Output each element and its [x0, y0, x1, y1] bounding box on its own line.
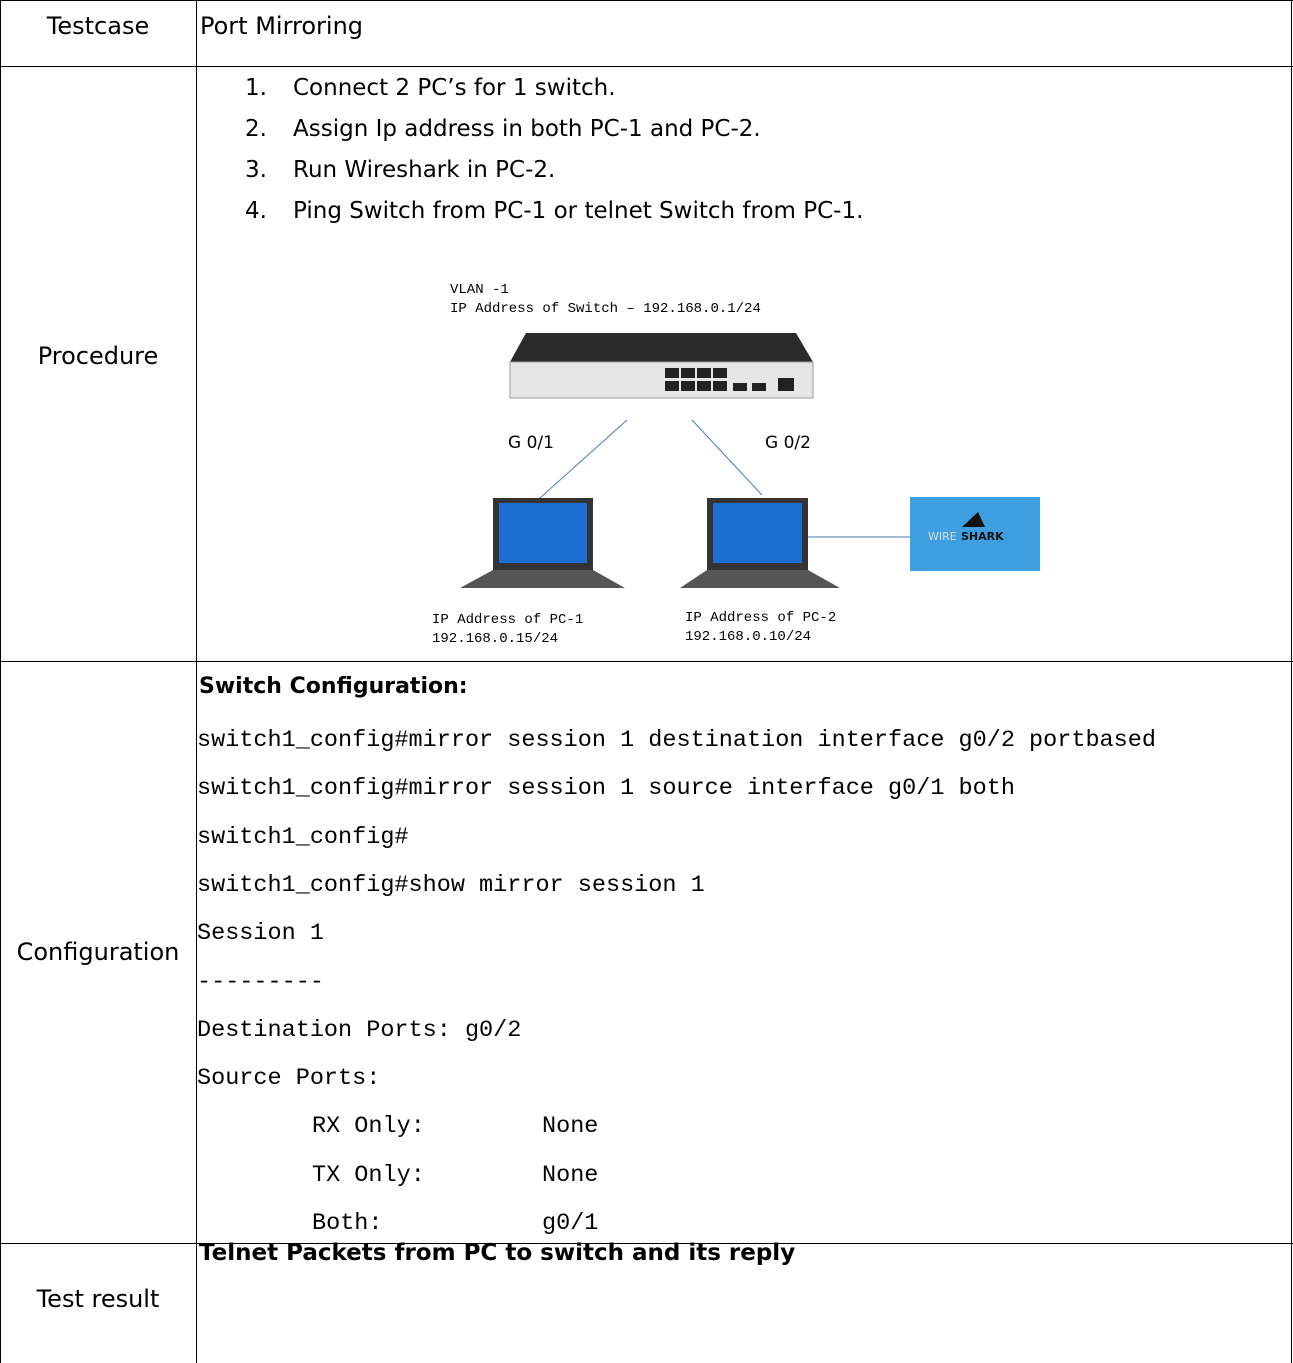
- wireshark-text: SHARK: [961, 530, 1004, 543]
- port-label: G 0/1: [508, 433, 554, 453]
- diagram-label: IP Address of PC-1: [432, 612, 584, 628]
- row-label: Testcase: [46, 12, 150, 40]
- config-line: g0/1: [542, 1210, 599, 1237]
- diagram-label: IP Address of PC-2: [685, 610, 837, 626]
- diagram-label: IP Address of Switch – 192.168.0.1/24: [450, 301, 761, 317]
- link: [539, 419, 628, 499]
- switch-top: [510, 333, 813, 362]
- border: [1291, 0, 1292, 1363]
- result-text: Telnet Packets from PC to switch and its…: [199, 1240, 796, 1266]
- config-line: Destination Ports: g0/2: [197, 1016, 522, 1044]
- step: Assign Ip address in both PC-1 and PC-2.: [245, 111, 761, 147]
- config-line: Both:: [312, 1210, 383, 1237]
- config-line: Source Ports:: [197, 1065, 381, 1093]
- step: Connect 2 PC’s for 1 switch.: [245, 70, 616, 106]
- border: [196, 0, 197, 1363]
- testcase-title: Port Mirroring: [200, 12, 364, 40]
- config-line: switch1_config#show mirror session 1: [197, 871, 705, 899]
- border: [0, 661, 1293, 662]
- border: [0, 66, 1293, 67]
- config-line: None: [542, 1161, 599, 1189]
- config-line: RX Only:: [312, 1113, 425, 1141]
- config-heading: Switch Configuration:: [199, 674, 468, 699]
- link: [691, 419, 763, 496]
- border: [0, 0, 1293, 1]
- switch-front: [509, 361, 814, 399]
- row-label: Procedure: [37, 342, 159, 370]
- config-line: Session 1: [197, 920, 324, 948]
- config-line: ---------: [197, 968, 324, 996]
- config-line: switch1_config#mirror session 1 source i…: [197, 775, 1015, 803]
- config-line: switch1_config#mirror session 1 destinat…: [197, 727, 1156, 754]
- config-line: switch1_config#: [197, 823, 409, 851]
- switch-ports: [665, 368, 794, 391]
- config-line: None: [542, 1113, 599, 1141]
- laptop: [460, 498, 625, 588]
- border: [0, 1243, 1293, 1244]
- border: [0, 0, 1, 1363]
- wireshark-text: WIRE: [928, 530, 957, 543]
- step: Run Wireshark in PC-2.: [245, 152, 556, 188]
- config-line: TX Only:: [312, 1161, 425, 1189]
- row-label: Configuration: [16, 938, 180, 966]
- port-label: G 0/2: [765, 433, 811, 453]
- steps: Connect 2 PC’s for 1 switch. Assign Ip a…: [245, 70, 863, 234]
- wireshark-box: [910, 497, 1040, 571]
- row-label: Test result: [36, 1285, 160, 1313]
- step: Ping Switch from PC-1 or telnet Switch f…: [245, 193, 864, 229]
- shark-fin: [962, 512, 985, 527]
- laptop: [680, 498, 840, 588]
- diagram-label: 192.168.0.15/24: [432, 631, 559, 647]
- diagram: WIRE SHARK G 0/1 G 0/2: [460, 333, 1040, 588]
- diagram-label: 192.168.0.10/24: [685, 629, 812, 645]
- diagram-label: VLAN -1: [450, 282, 509, 298]
